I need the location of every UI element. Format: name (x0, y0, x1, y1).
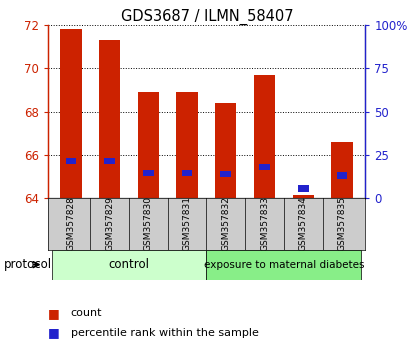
Text: percentile rank within the sample: percentile rank within the sample (71, 328, 259, 338)
Bar (298, 185, 309, 192)
Bar (138, 92, 159, 198)
Bar (104, 158, 115, 164)
Text: ■: ■ (48, 307, 59, 320)
Bar (176, 92, 198, 198)
Bar (207, 250, 361, 280)
Text: GSM357835: GSM357835 (337, 196, 347, 251)
Bar (254, 75, 275, 198)
Bar (182, 170, 193, 176)
Bar (293, 195, 314, 198)
Bar (51, 250, 207, 280)
Bar (337, 172, 347, 178)
Text: control: control (109, 258, 149, 271)
Text: ■: ■ (48, 326, 59, 339)
Text: count: count (71, 308, 102, 318)
Bar (66, 158, 76, 164)
Bar (220, 171, 231, 177)
Bar (143, 170, 154, 176)
Text: GDS3687 / ILMN_58407: GDS3687 / ILMN_58407 (121, 9, 294, 25)
Text: GSM357829: GSM357829 (105, 196, 114, 251)
Text: GSM357828: GSM357828 (66, 196, 76, 251)
Bar (60, 29, 82, 198)
Text: GSM357830: GSM357830 (144, 196, 153, 251)
Text: GSM357831: GSM357831 (183, 196, 192, 251)
Bar (99, 40, 120, 198)
Text: protocol: protocol (4, 258, 52, 271)
Text: GSM357833: GSM357833 (260, 196, 269, 251)
Bar (215, 103, 237, 198)
Text: exposure to maternal diabetes: exposure to maternal diabetes (204, 259, 364, 270)
Text: GSM357834: GSM357834 (299, 196, 308, 251)
Text: GSM357832: GSM357832 (221, 196, 230, 251)
Bar (331, 142, 353, 198)
Bar (259, 164, 270, 171)
